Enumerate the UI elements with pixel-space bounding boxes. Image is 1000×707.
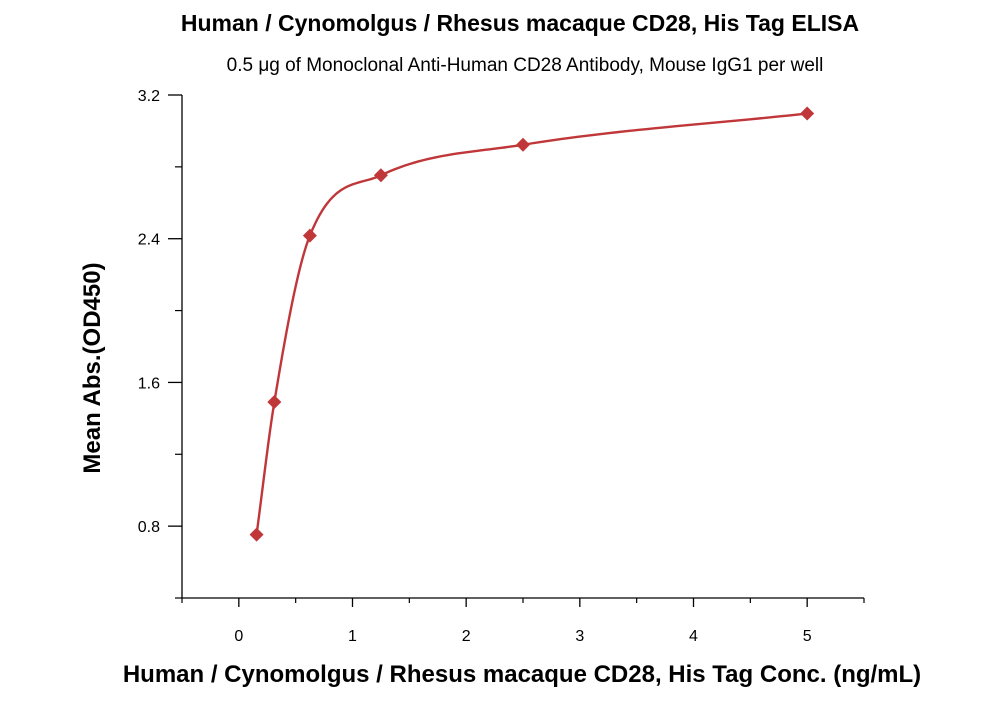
- x-tick-label: 0: [234, 628, 243, 645]
- data-point: [267, 395, 282, 410]
- x-tick-label: 3: [575, 628, 584, 645]
- y-tick-label: 0.8: [138, 519, 160, 536]
- data-point: [373, 168, 388, 183]
- x-tick-label: 2: [462, 628, 471, 645]
- y-axis-ticks: 0.8 1.6 2.4 3.2: [138, 88, 182, 599]
- x-tick-label: 4: [689, 628, 698, 645]
- data-point: [302, 228, 317, 243]
- x-tick-label: 5: [803, 628, 812, 645]
- chart-subtitle: 0.5 μg of Monoclonal Anti-Human CD28 Ant…: [227, 55, 824, 76]
- fit-curve: [255, 112, 808, 535]
- y-tick-label: 3.2: [138, 88, 160, 105]
- y-tick-label: 1.6: [138, 375, 160, 392]
- data-points: [249, 106, 815, 542]
- fit-curve-layer: [255, 112, 808, 535]
- y-axis-title: Mean Abs.(OD450): [79, 262, 106, 473]
- data-point: [516, 137, 530, 152]
- chart-title: Human / Cynomolgus / Rhesus macaque CD28…: [181, 10, 859, 36]
- x-axis-title: Human / Cynomolgus / Rhesus macaque CD28…: [123, 661, 921, 688]
- y-tick-label: 2.4: [138, 232, 160, 249]
- x-tick-label: 1: [348, 628, 357, 645]
- data-point: [249, 527, 264, 542]
- x-axis-ticks: 0 1 2 3 4 5: [181, 598, 865, 645]
- data-point: [800, 106, 815, 121]
